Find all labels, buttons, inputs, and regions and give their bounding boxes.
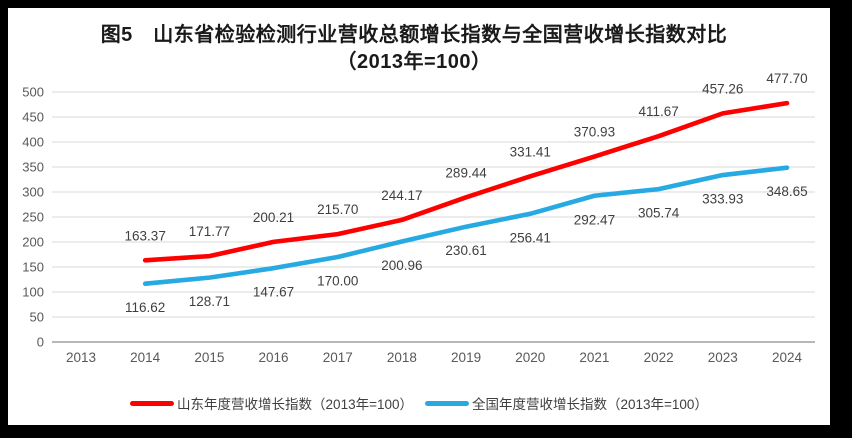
legend-swatch-national-icon bbox=[425, 400, 469, 406]
chart-title-line2: （2013年=100） bbox=[336, 51, 492, 73]
value-label: 215.70 bbox=[317, 202, 358, 217]
value-label: 171.77 bbox=[189, 224, 230, 239]
value-label: 244.17 bbox=[381, 188, 422, 203]
y-tick-label: 300 bbox=[22, 185, 44, 200]
legend-item-shandong: 山东年度营收增长指数（2013年=100） bbox=[130, 393, 413, 413]
series-line-1 bbox=[142, 165, 790, 286]
chart-title-line1: 图5 山东省检验检测行业营收总额增长指数与全国营收增长指数对比 bbox=[100, 24, 728, 46]
y-tick-label: 250 bbox=[22, 210, 44, 225]
value-label: 292.47 bbox=[574, 212, 615, 227]
y-tick-label: 400 bbox=[22, 135, 44, 150]
y-tick-label: 150 bbox=[22, 260, 44, 275]
value-label: 170.00 bbox=[317, 274, 358, 289]
value-label: 348.65 bbox=[766, 184, 807, 199]
value-label: 457.26 bbox=[702, 81, 743, 96]
value-label: 230.61 bbox=[445, 243, 486, 258]
value-label: 256.41 bbox=[510, 230, 551, 245]
value-label: 200.21 bbox=[253, 210, 294, 225]
chart-title: 图5 山东省检验检测行业营收总额增长指数与全国营收增长指数对比 （2013年=1… bbox=[8, 22, 820, 76]
series-line-0 bbox=[142, 100, 790, 263]
x-tick-label: 2018 bbox=[387, 350, 417, 365]
x-tick-label: 2021 bbox=[579, 350, 609, 365]
value-label: 116.62 bbox=[125, 300, 165, 315]
y-tick-label: 50 bbox=[30, 310, 44, 325]
x-tick-label: 2015 bbox=[194, 350, 224, 365]
y-tick-label: 100 bbox=[22, 285, 44, 300]
value-label: 128.71 bbox=[189, 294, 230, 309]
x-tick-label: 2024 bbox=[772, 350, 803, 365]
y-tick-label: 500 bbox=[22, 85, 44, 100]
y-tick-label: 350 bbox=[22, 160, 44, 175]
x-tick-label: 2013 bbox=[66, 350, 96, 365]
chart-canvas: 图5 山东省检验检测行业营收总额增长指数与全国营收增长指数对比 （2013年=1… bbox=[8, 8, 830, 425]
x-tick-label: 2020 bbox=[515, 350, 545, 365]
legend-label-shandong: 山东年度营收增长指数（2013年=100） bbox=[177, 397, 413, 412]
y-tick-label: 200 bbox=[22, 235, 44, 250]
x-tick-label: 2023 bbox=[708, 350, 738, 365]
value-label: 370.93 bbox=[574, 125, 615, 140]
value-label: 289.44 bbox=[445, 165, 487, 180]
x-tick-label: 2022 bbox=[644, 350, 674, 365]
value-label: 331.41 bbox=[510, 144, 551, 159]
value-label: 333.93 bbox=[702, 192, 743, 207]
x-tick-label: 2019 bbox=[451, 350, 481, 365]
value-label: 305.74 bbox=[638, 206, 680, 221]
value-label: 477.70 bbox=[766, 71, 807, 86]
legend-swatch-shandong-icon bbox=[130, 400, 175, 406]
value-label: 163.37 bbox=[125, 228, 166, 243]
value-label: 200.96 bbox=[381, 258, 422, 273]
chart-legend: 山东年度营收增长指数（2013年=100） 全国年度营收增长指数（2013年=1… bbox=[8, 393, 830, 413]
y-tick-label: 450 bbox=[22, 110, 44, 125]
value-label: 411.67 bbox=[638, 104, 678, 119]
value-label: 147.67 bbox=[253, 285, 294, 300]
y-tick-label: 0 bbox=[37, 335, 44, 350]
x-tick-label: 2016 bbox=[259, 350, 289, 365]
legend-label-national: 全国年度营收增长指数（2013年=100） bbox=[472, 397, 708, 412]
legend-item-national: 全国年度营收增长指数（2013年=100） bbox=[425, 393, 708, 413]
x-tick-label: 2014 bbox=[130, 350, 161, 365]
x-tick-label: 2017 bbox=[323, 350, 353, 365]
